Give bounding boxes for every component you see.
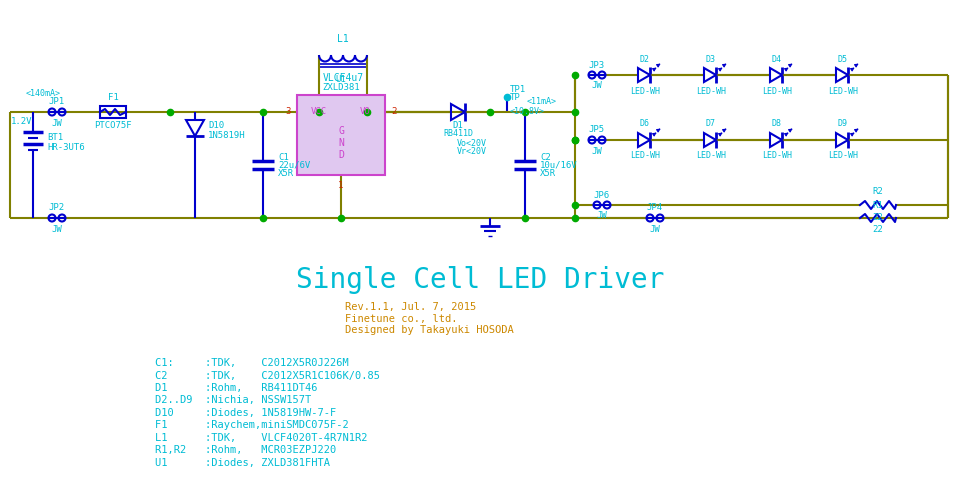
Text: JW: JW [591, 82, 602, 91]
Text: <10.8V>: <10.8V> [510, 107, 544, 116]
Text: D1: D1 [452, 121, 464, 131]
Text: VLCF4u7: VLCF4u7 [323, 73, 364, 83]
Text: TP: TP [510, 93, 520, 101]
Text: X5R: X5R [278, 168, 294, 178]
Text: D9: D9 [838, 120, 848, 129]
Bar [297, 95, 385, 175]
Text: D1      :Rohm,   RB411DT46: D1 :Rohm, RB411DT46 [155, 383, 318, 393]
Text: JW: JW [591, 146, 602, 156]
Text: D6: D6 [640, 120, 650, 129]
Text: D7: D7 [706, 120, 716, 129]
Text: HR-3UT6: HR-3UT6 [47, 144, 84, 153]
Text: R2: R2 [873, 188, 883, 196]
Text: VCC: VCC [311, 108, 327, 117]
Text: L1      :TDK,    VLCF4020T-4R7N1R2: L1 :TDK, VLCF4020T-4R7N1R2 [155, 433, 368, 443]
Text: Vr<20V: Vr<20V [457, 147, 487, 156]
Text: C2      :TDK,    C2012X5R1C106K/0.85: C2 :TDK, C2012X5R1C106K/0.85 [155, 371, 380, 381]
Text: U1      :Diodes, ZXLD381FHTA: U1 :Diodes, ZXLD381FHTA [155, 458, 330, 468]
Text: TP1: TP1 [510, 84, 526, 94]
Text: C2: C2 [540, 153, 551, 161]
Text: 1.2V: 1.2V [12, 118, 33, 127]
Text: G: G [338, 126, 344, 136]
Bar [100, 106, 126, 118]
Text: Single Cell LED Driver: Single Cell LED Driver [296, 266, 664, 294]
Text: D5: D5 [838, 55, 848, 63]
Text: D2: D2 [640, 55, 650, 63]
Text: JW: JW [52, 119, 62, 128]
Text: C1: C1 [278, 153, 289, 161]
Text: 1N5819H: 1N5819H [208, 132, 246, 141]
Text: JW: JW [596, 212, 608, 220]
Text: JP2: JP2 [49, 204, 65, 213]
Text: RB411D: RB411D [443, 130, 473, 139]
Text: Rev.1.1, Jul. 7, 2015
Finetune co., ltd.
Designed by Takayuki HOSODA: Rev.1.1, Jul. 7, 2015 Finetune co., ltd.… [345, 302, 514, 335]
Text: JP3: JP3 [588, 60, 605, 70]
Text: 22u/6V: 22u/6V [278, 160, 310, 169]
Text: L1: L1 [337, 34, 348, 44]
Text: <11mA>: <11mA> [527, 97, 557, 107]
Text: D10: D10 [208, 121, 224, 131]
Text: D2..D9  :Nichia, NSSW157T: D2..D9 :Nichia, NSSW157T [155, 396, 311, 406]
Text: ZXLD381: ZXLD381 [323, 84, 360, 93]
Text: LED-WH: LED-WH [762, 152, 792, 160]
Text: JP1: JP1 [49, 97, 65, 107]
Text: D8: D8 [772, 120, 782, 129]
Text: 3: 3 [285, 108, 291, 117]
Text: F1      :Raychem,miniSMDC075F-2: F1 :Raychem,miniSMDC075F-2 [155, 420, 348, 431]
Text: 2: 2 [392, 108, 396, 117]
Text: PTCO75F: PTCO75F [94, 121, 132, 131]
Text: LED-WH: LED-WH [696, 152, 726, 160]
Text: X5R: X5R [540, 168, 556, 178]
Text: BT1: BT1 [47, 133, 63, 143]
Text: LED-WH: LED-WH [630, 86, 660, 96]
Text: U1: U1 [336, 75, 347, 84]
Text: JP6: JP6 [594, 191, 610, 200]
Text: JP5: JP5 [588, 125, 605, 134]
Text: D3: D3 [706, 55, 716, 63]
Text: N: N [338, 138, 344, 148]
Text: R1: R1 [873, 201, 883, 209]
Text: LED-WH: LED-WH [696, 86, 726, 96]
Text: 1: 1 [338, 180, 344, 190]
Text: D10     :Diodes, 1N5819HW-7-F: D10 :Diodes, 1N5819HW-7-F [155, 408, 336, 418]
Text: LED-WH: LED-WH [828, 86, 858, 96]
Text: D4: D4 [772, 55, 782, 63]
Text: 10u/16V: 10u/16V [540, 160, 578, 169]
Text: 22: 22 [873, 226, 883, 235]
Text: D: D [338, 150, 344, 160]
Text: Vo<20V: Vo<20V [457, 140, 487, 148]
Text: LED-WH: LED-WH [630, 152, 660, 160]
Text: JW: JW [52, 225, 62, 233]
Text: LED-WH: LED-WH [828, 152, 858, 160]
Text: F1: F1 [108, 94, 118, 103]
Text: JP4: JP4 [647, 204, 663, 213]
Text: LED-WH: LED-WH [762, 86, 792, 96]
Text: 22: 22 [873, 213, 883, 221]
Text: R1,R2   :Rohm,   MCR03EZPJ220: R1,R2 :Rohm, MCR03EZPJ220 [155, 445, 336, 456]
Text: VO: VO [360, 108, 371, 117]
Text: C1:     :TDK,    C2012X5R0J226M: C1: :TDK, C2012X5R0J226M [155, 358, 348, 368]
Text: JW: JW [650, 225, 660, 233]
Text: <140mA>: <140mA> [26, 89, 60, 98]
